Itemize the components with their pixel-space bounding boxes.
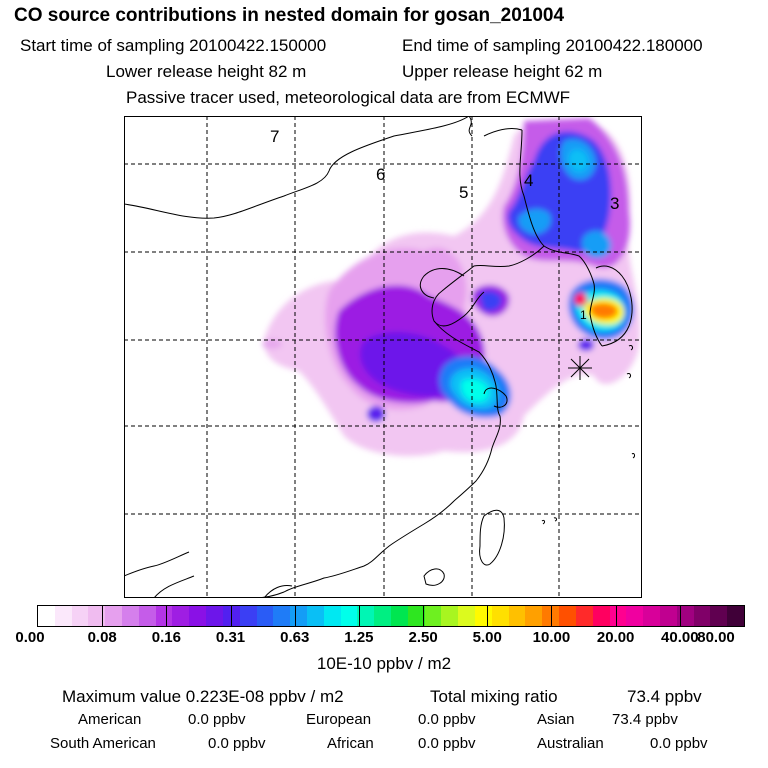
color-swatch [374,606,391,626]
region-value-african: 0.0 ppbv [418,735,476,752]
color-tick-label: 0.08 [87,629,117,646]
color-swatch [542,606,559,626]
color-swatch [441,606,458,626]
total-mixing-value: 73.4 ppbv [627,687,702,706]
coastlines [124,116,636,598]
color-tick-line [231,606,232,626]
color-swatch [172,606,189,626]
region-name-asian: Asian [537,711,575,728]
color-swatch [105,606,122,626]
colorbar-unit: 10E-10 ppbv / m2 [316,654,452,673]
source-contribution-map: 7 6 5 4 3 1 [124,116,642,598]
color-swatch [391,606,408,626]
color-swatch [458,606,475,626]
color-tick-label: 0.31 [215,629,246,646]
color-swatch [525,606,542,626]
region-name-european: European [306,711,372,728]
color-swatch [694,606,710,626]
lat-lon-grid [124,116,642,598]
color-swatch [206,606,223,626]
region-name-african: African [327,735,374,752]
maximum-value: Maximum value 0.223E-08 ppbv / m2 [62,687,344,706]
end-time-label: End time of sampling 20100422.180000 [402,36,703,55]
color-tick-line [616,606,617,626]
color-swatch [559,606,576,626]
color-swatch [357,606,374,626]
color-scale-bar [37,605,745,627]
color-swatch [139,606,156,626]
color-swatch [273,606,290,626]
region-value-australian: 0.0 ppbv [650,735,708,752]
plot-title: CO source contributions in nested domain… [14,5,565,26]
color-swatch [626,606,643,626]
color-swatch [643,606,660,626]
day-label-7: 7 [270,127,279,146]
color-tick-line [295,606,296,626]
color-tick-line [359,606,360,626]
color-tick-label: 0.63 [280,629,310,646]
color-swatch [509,606,525,626]
color-swatch [240,606,257,626]
color-tick-label: 20.00 [596,629,635,646]
color-swatch [72,606,88,626]
color-tick-label: 80.00 [697,629,735,646]
day-label-1: 1 [580,308,587,322]
day-label-6: 6 [376,165,385,184]
color-tick-label: 10.00 [532,629,571,646]
color-swatch [122,606,139,626]
color-tick-label: 1.25 [344,629,374,646]
color-tick-label: 0.16 [151,629,181,646]
color-swatch [408,606,425,626]
color-tick-label: 2.50 [408,629,438,646]
color-swatch [341,606,357,626]
region-name-south-american: South American [50,735,156,752]
day-label-5: 5 [459,183,468,202]
color-swatch [576,606,593,626]
color-swatch [660,606,677,626]
day-label-3: 3 [610,194,619,213]
color-swatch [307,606,324,626]
region-value-american: 0.0 ppbv [188,711,246,728]
map-frame [124,116,642,598]
color-tick-line [423,606,424,626]
color-swatch [425,606,441,626]
color-tick-line [102,606,103,626]
color-swatch [492,606,509,626]
plume-field [262,118,640,457]
total-mixing-label: Total mixing ratio [430,687,558,706]
color-swatch [290,606,307,626]
color-swatch [189,606,206,626]
color-swatch [156,606,172,626]
receptor-marker [568,356,592,380]
color-tick-label: 40.00 [661,629,699,646]
color-swatch [257,606,273,626]
lower-release-height-label: Lower release height 82 m [106,62,307,81]
region-name-australian: Australian [537,735,604,752]
color-swatch [593,606,610,626]
color-tick-line [551,606,552,626]
region-value-south-american: 0.0 ppbv [208,735,266,752]
color-tick-line [166,606,167,626]
color-swatch [38,606,55,626]
region-name-american: American [78,711,142,728]
color-tick-line [487,606,488,626]
start-time-label: Start time of sampling 20100422.150000 [20,36,327,55]
color-tick-line [680,606,681,626]
color-swatch [727,606,744,626]
color-swatch [677,606,694,626]
color-swatch [475,606,492,626]
color-swatch [710,606,727,626]
tracer-note: Passive tracer used, meteorological data… [126,88,571,107]
region-value-european: 0.0 ppbv [418,711,476,728]
upper-release-height-label: Upper release height 62 m [402,62,603,81]
color-swatch [610,606,626,626]
color-swatch [324,606,341,626]
day-label-4: 4 [524,171,533,190]
color-tick-label: 0.00 [15,629,45,646]
color-tick-label: 5.00 [472,629,502,646]
color-swatch [88,606,105,626]
region-value-asian: 73.4 ppbv [612,711,678,728]
color-swatch [55,606,72,626]
